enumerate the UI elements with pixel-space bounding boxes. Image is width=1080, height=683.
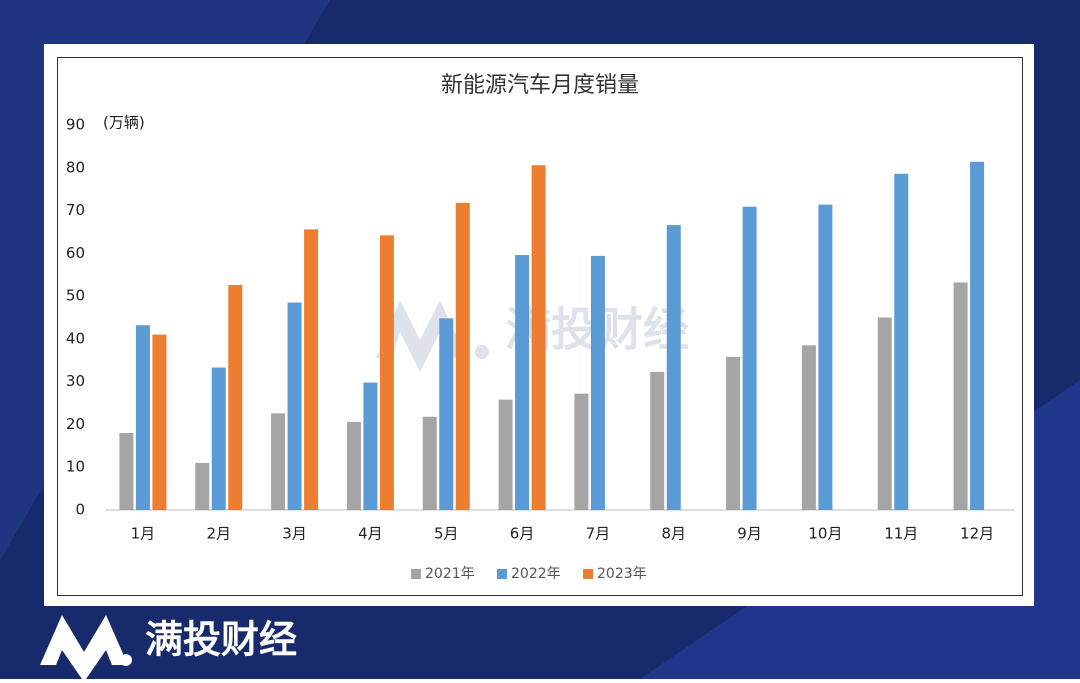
bar (152, 334, 167, 510)
y-tick-label: 10 (66, 458, 85, 476)
x-tick-label: 4月 (358, 525, 383, 543)
y-tick-label: 40 (66, 329, 85, 347)
x-tick-label: 11月 (884, 525, 918, 543)
bar (650, 371, 665, 510)
bar (574, 393, 589, 510)
x-tick-label: 9月 (737, 525, 762, 543)
bar (590, 255, 605, 510)
chart-title: 新能源汽车月度销量 (441, 73, 639, 98)
bar (195, 462, 210, 510)
bar (818, 204, 833, 511)
x-tick-label: 7月 (586, 525, 611, 543)
bar (135, 325, 150, 510)
bar (455, 202, 470, 510)
chart-frame (57, 57, 1023, 596)
bar (877, 317, 892, 510)
bar (346, 421, 361, 510)
x-tick-label: 12月 (960, 525, 994, 543)
brand-logo (40, 615, 128, 682)
legend-label: 2022年 (511, 566, 561, 582)
y-tick-label: 70 (66, 201, 85, 219)
bar (228, 284, 243, 510)
y-axis-label: (万辆) (103, 114, 145, 132)
y-tick-label: 90 (66, 116, 85, 134)
x-tick-label: 3月 (282, 525, 307, 543)
bar (287, 302, 302, 510)
legend-swatch (411, 569, 421, 579)
legend-label: 2023年 (597, 566, 647, 582)
bar (726, 356, 741, 510)
x-tick-label: 8月 (661, 525, 686, 543)
bar (742, 206, 757, 510)
x-tick-label: 2月 (206, 525, 231, 543)
bar (953, 282, 968, 510)
bar (271, 413, 286, 510)
x-tick-label: 10月 (808, 525, 842, 543)
legend-swatch (497, 569, 507, 579)
x-tick-label: 5月 (434, 525, 459, 543)
y-tick-label: 30 (66, 372, 85, 390)
bar (666, 225, 681, 510)
legend-swatch (583, 569, 593, 579)
bar (439, 318, 454, 510)
bar (379, 235, 394, 510)
bar (498, 399, 513, 510)
watermark-logo (376, 300, 466, 372)
bar (422, 416, 437, 510)
x-tick-label: 6月 (510, 525, 535, 543)
bar (363, 382, 378, 510)
bar (894, 173, 909, 510)
bar (970, 161, 985, 511)
y-tick-label: 80 (66, 158, 85, 176)
bar (119, 433, 134, 510)
bar (531, 165, 546, 510)
y-tick-label: 20 (66, 415, 85, 433)
watermark-dot (475, 345, 489, 359)
bar (304, 229, 319, 510)
bar (801, 345, 816, 510)
y-tick-label: 0 (75, 501, 85, 519)
bar (211, 367, 226, 510)
y-tick-label: 60 (66, 244, 85, 262)
y-tick-label: 50 (66, 287, 85, 305)
brand-dot (120, 654, 132, 666)
x-tick-label: 1月 (131, 525, 156, 543)
bar (515, 255, 530, 510)
legend-label: 2021年 (425, 566, 475, 582)
brand-text: 满投财经 (145, 618, 297, 662)
